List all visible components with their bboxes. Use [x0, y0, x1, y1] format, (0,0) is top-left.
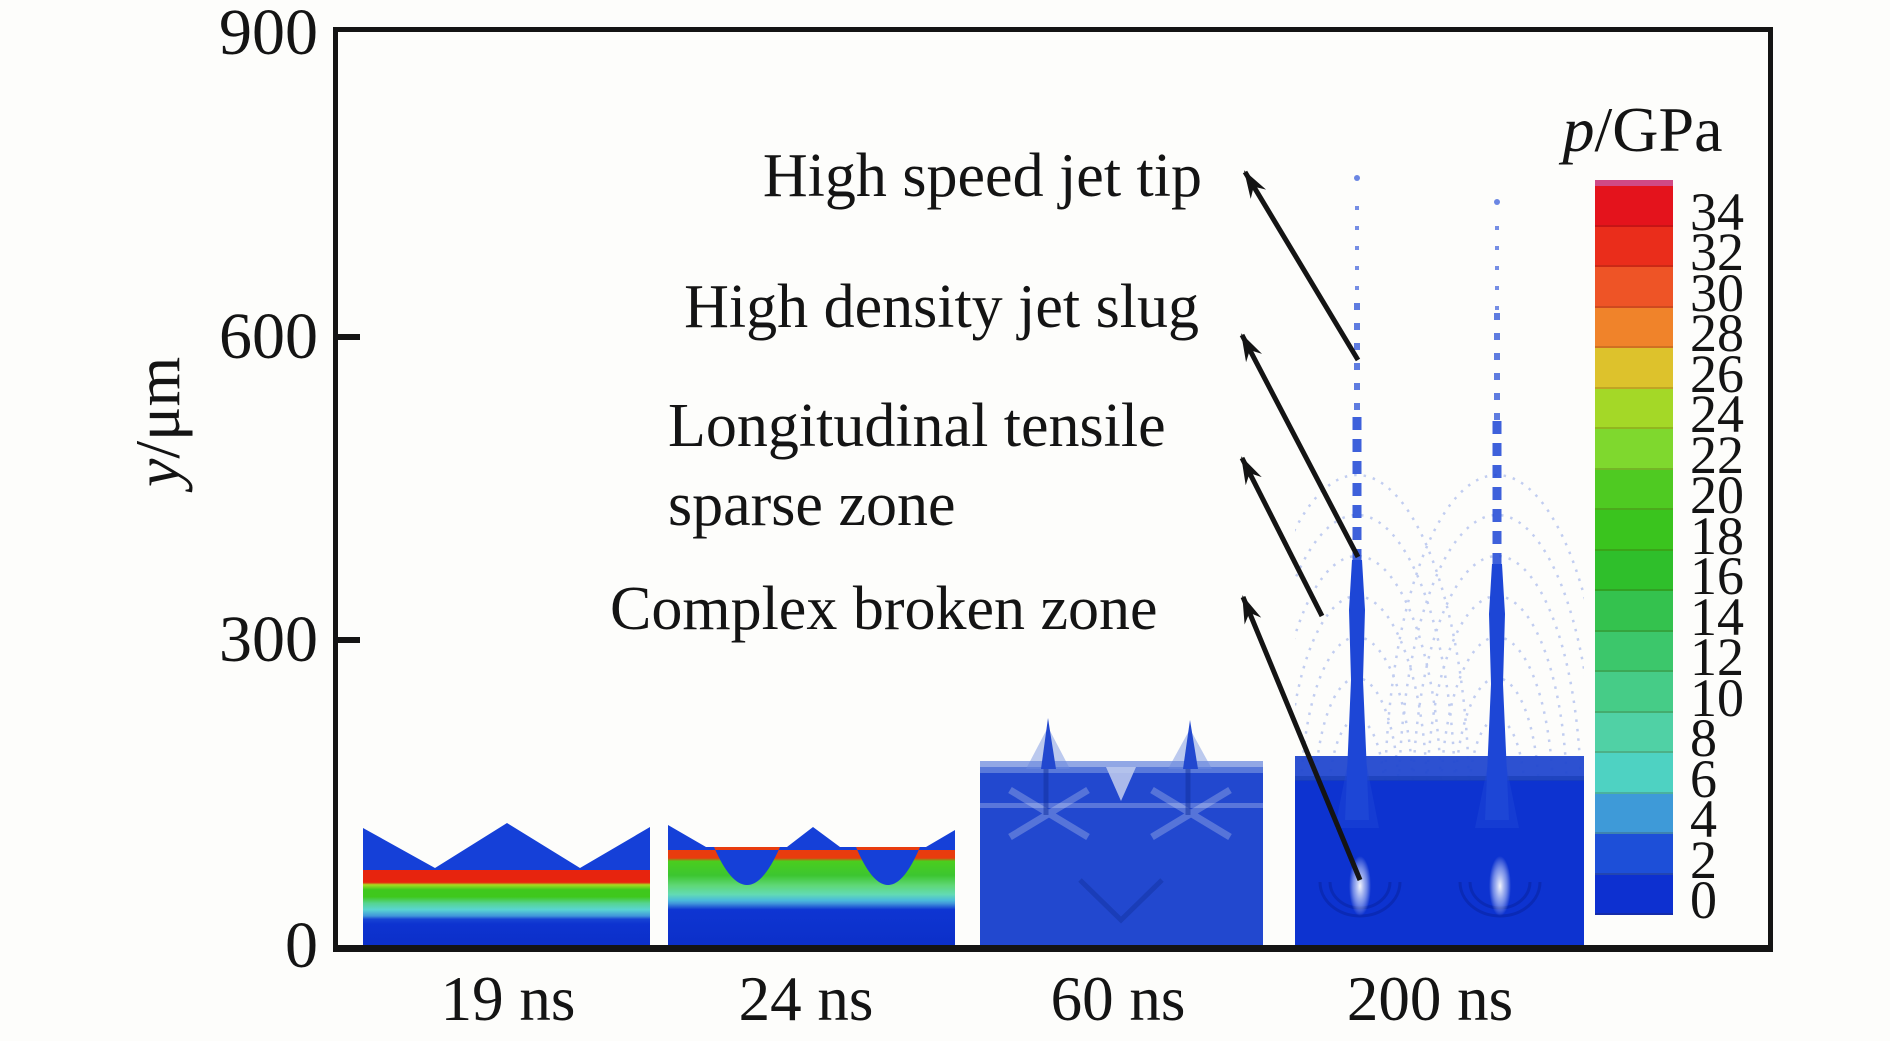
- colorbar-tick-label: 10: [1690, 667, 1744, 728]
- colorbar-block: [1595, 834, 1673, 875]
- y-tick-label: 900: [219, 0, 318, 69]
- annotation-label: Longitudinal tensile sparse zone: [668, 387, 1166, 545]
- colorbar-blocks: [1595, 186, 1673, 915]
- colorbar-top-edge: [1595, 180, 1673, 186]
- annotation-text-line: High density jet slug: [684, 273, 1199, 341]
- slab-boundary-line: [1295, 776, 1584, 781]
- shock-streaks: [1008, 787, 1232, 840]
- annotation-text-line: sparse zone: [668, 471, 956, 539]
- base-slab: [1295, 780, 1584, 948]
- y-axis-variable: y: [122, 458, 193, 487]
- annotation-text-line: High speed jet tip: [762, 142, 1202, 210]
- colorbar-tick-label: 14: [1690, 586, 1744, 647]
- colorbar-tick-label: 20: [1690, 465, 1744, 526]
- colorbar-block: [1595, 672, 1673, 713]
- snapshot-19ns: [363, 823, 650, 948]
- colorbar-tick-label: 8: [1690, 708, 1717, 769]
- colorbar-block: [1595, 469, 1673, 510]
- broken-zone-glow: [1349, 856, 1371, 916]
- y-tick-label: 600: [219, 300, 318, 373]
- colorbar-block: [1595, 267, 1673, 308]
- colorbar-block: [1595, 591, 1673, 632]
- colorbar-tick-label: 12: [1690, 627, 1744, 688]
- x-axis-time-label: 200 ns: [1346, 964, 1514, 1034]
- snapshot-60ns: [980, 718, 1263, 948]
- jet-spike: [1183, 720, 1198, 769]
- colorbar-block: [1595, 186, 1673, 227]
- y-tick-label: 300: [219, 603, 318, 676]
- broken-zone-glow: [1489, 856, 1511, 916]
- colorbar-unit: /GPa: [1594, 94, 1723, 165]
- colorbar-block: [1595, 712, 1673, 753]
- annotation-text-line: Complex broken zone: [610, 575, 1158, 643]
- colorbar-swatch: [1595, 180, 1673, 915]
- y-tick-mark: [338, 334, 360, 340]
- colorbar-tick-label: 32: [1690, 222, 1744, 283]
- colorbar-block: [1595, 388, 1673, 429]
- colorbar-block: [1595, 510, 1673, 551]
- colorbar-block: [1595, 793, 1673, 834]
- colorbar-block: [1595, 753, 1673, 794]
- colorbar-block: [1595, 348, 1673, 389]
- dark-vee: [1078, 878, 1164, 924]
- colorbar-title: p/GPa: [1535, 96, 1750, 164]
- colorbar-tick-label: 16: [1690, 546, 1744, 607]
- colorbar-tick-label: 2: [1690, 829, 1717, 890]
- x-axis-time-label: 24 ns: [738, 964, 874, 1034]
- colorbar-block: [1595, 429, 1673, 470]
- colorbar-block: [1595, 874, 1673, 915]
- jet-spike: [1041, 718, 1056, 769]
- colorbar-block: [1595, 307, 1673, 348]
- colorbar-block: [1595, 550, 1673, 591]
- colorbar-tick-label: 28: [1690, 303, 1744, 364]
- colorbar-tick-label: 24: [1690, 384, 1744, 445]
- y-tick-label: 0: [285, 909, 318, 982]
- annotation-label: High density jet slug: [684, 268, 1199, 347]
- flyer-surface-24ns: [668, 825, 955, 885]
- colorbar-tick-label: 18: [1690, 505, 1744, 566]
- x-axis-time-label: 19 ns: [440, 964, 576, 1034]
- annotation-label: Complex broken zone: [610, 570, 1158, 649]
- pressure-band-stack-19ns: [363, 868, 650, 948]
- colorbar-tick-label: 34: [1690, 182, 1744, 242]
- colorbar-tick-label: 6: [1690, 748, 1717, 809]
- colorbar-tick-label: 4: [1690, 789, 1717, 850]
- colorbar-tick-label: 22: [1690, 424, 1744, 485]
- y-tick-mark: [338, 637, 360, 643]
- colorbar-tick-label: 26: [1690, 343, 1744, 404]
- colorbar-block: [1595, 226, 1673, 267]
- center-notch: [1106, 767, 1136, 801]
- annotation-text-line: Longitudinal tensile: [668, 392, 1166, 460]
- pressure-wave-fans: [1295, 473, 1584, 801]
- jet-dispersed-tips: [1352, 175, 1502, 566]
- colorbar-variable: p: [1562, 94, 1595, 165]
- flyer-surface-19ns: [363, 823, 650, 870]
- colorbar-tick-label: 0: [1690, 869, 1717, 930]
- y-axis-unit: /μm: [122, 356, 193, 459]
- annotation-label: High speed jet tip: [763, 137, 1202, 216]
- colorbar-tick-label: 30: [1690, 262, 1744, 323]
- snapshot-200ns: [1295, 175, 1584, 948]
- x-axis-time-label: 60 ns: [1050, 964, 1186, 1034]
- light-band: [980, 803, 1263, 808]
- snapshot-24ns: [668, 825, 955, 948]
- colorbar-block: [1595, 631, 1673, 672]
